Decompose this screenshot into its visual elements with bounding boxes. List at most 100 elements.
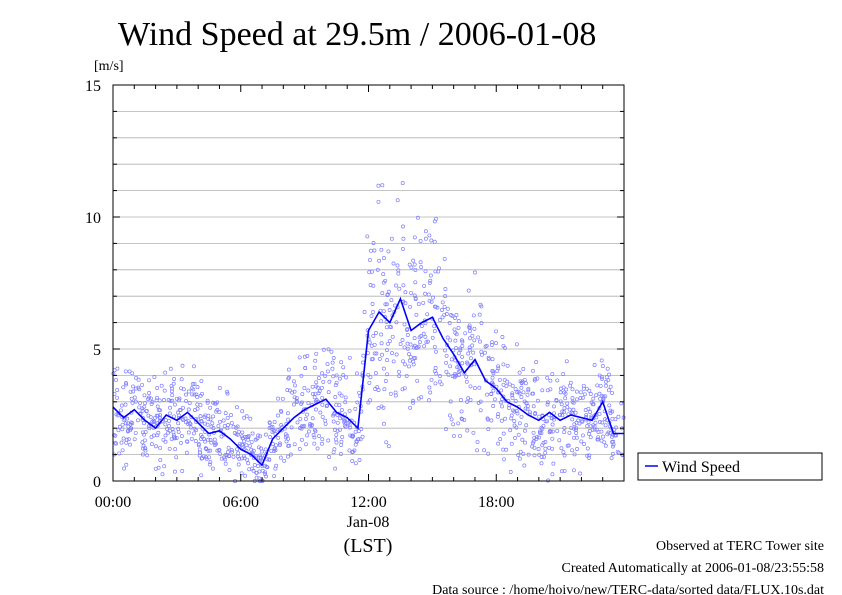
scatter-point	[486, 357, 491, 362]
scatter-point	[355, 400, 360, 405]
scatter-point	[270, 424, 275, 429]
scatter-point	[458, 348, 463, 353]
scatter-point	[611, 442, 616, 447]
scatter-point	[225, 415, 230, 420]
scatter-point	[209, 440, 214, 445]
scatter-point	[465, 428, 470, 433]
scatter-point	[468, 384, 473, 389]
scatter-point	[541, 440, 546, 445]
scatter-point	[297, 447, 302, 451]
scatter-point	[214, 409, 219, 414]
scatter-point	[519, 395, 524, 399]
scatter-point	[158, 412, 162, 417]
scatter-point	[147, 391, 152, 395]
scatter-point	[467, 323, 472, 328]
scatter-point	[596, 429, 601, 434]
scatter-point	[537, 429, 542, 434]
scatter-point	[550, 422, 555, 427]
scatter-point	[470, 343, 475, 348]
scatter-point	[197, 453, 202, 458]
scatter-point	[498, 400, 503, 405]
scatter-point	[120, 427, 125, 432]
scatter-point	[550, 446, 555, 451]
scatter-point	[187, 421, 192, 426]
scatter-point	[381, 309, 386, 314]
scatter-point	[157, 398, 162, 403]
scatter-point	[486, 417, 490, 422]
scatter-point	[222, 455, 227, 460]
scatter-point	[563, 396, 568, 401]
scatter-point	[443, 287, 448, 291]
scatter-point	[337, 403, 342, 408]
scatter-point	[479, 321, 484, 326]
scatter-point	[601, 394, 606, 399]
scatter-point	[263, 432, 268, 437]
scatter-point	[254, 475, 259, 480]
scatter-point	[371, 241, 376, 245]
scatter-point	[122, 418, 127, 423]
scatter-point	[448, 413, 452, 418]
scatter-point	[456, 319, 461, 323]
scatter-point	[188, 425, 193, 430]
scatter-point	[356, 429, 361, 434]
scatter-point	[231, 424, 236, 429]
scatter-point	[195, 402, 200, 407]
scatter-point	[444, 360, 449, 365]
scatter-point	[370, 269, 374, 274]
scatter-point	[500, 404, 504, 409]
scatter-point	[252, 463, 257, 467]
scatter-point	[518, 449, 523, 454]
scatter-point	[496, 364, 501, 369]
scatter-point	[353, 429, 358, 434]
scatter-point	[421, 331, 426, 336]
scatter-point	[195, 394, 200, 399]
scatter-point	[357, 458, 362, 462]
scatter-point	[312, 435, 317, 440]
scatter-point	[172, 402, 177, 407]
scatter-point	[331, 450, 336, 455]
scatter-point	[513, 435, 517, 440]
scatter-point	[554, 398, 559, 403]
scatter-point	[610, 444, 615, 449]
scatter-point	[521, 390, 526, 395]
scatter-point	[140, 382, 145, 387]
scatter-point	[136, 377, 141, 382]
scatter-point	[179, 440, 183, 445]
scatter-point	[405, 346, 410, 351]
scatter-point	[496, 412, 501, 417]
scatter-point	[367, 270, 372, 275]
scatter-point	[485, 392, 490, 397]
scatter-point	[144, 409, 149, 414]
scatter-point	[330, 366, 335, 371]
scatter-point	[367, 380, 372, 385]
scatter-point	[597, 373, 602, 378]
scatter-point	[124, 462, 129, 467]
scatter-point	[155, 404, 160, 409]
scatter-point	[225, 391, 230, 396]
scatter-point	[513, 399, 518, 403]
scatter-point	[431, 295, 436, 300]
scatter-point	[229, 448, 234, 453]
scatter-point	[588, 435, 593, 440]
scatter-point	[477, 385, 482, 390]
scatter-point	[195, 406, 200, 411]
scatter-point	[171, 430, 176, 435]
scatter-point	[599, 375, 604, 380]
scatter-point	[141, 416, 145, 421]
scatter-point	[449, 417, 454, 422]
scatter-point	[120, 448, 125, 453]
scatter-point	[440, 300, 445, 305]
scatter-point	[400, 246, 405, 251]
scatter-point	[161, 437, 166, 442]
scatter-point	[444, 312, 449, 316]
scatter-point	[400, 387, 405, 392]
scatter-point	[584, 386, 589, 391]
scatter-point	[605, 432, 610, 437]
scatter-point	[586, 455, 591, 460]
scatter-point	[314, 351, 319, 356]
scatter-point	[407, 358, 412, 363]
scatter-point	[610, 409, 615, 414]
scatter-point	[486, 427, 491, 432]
scatter-point	[460, 354, 465, 359]
scatter-point	[566, 443, 571, 448]
